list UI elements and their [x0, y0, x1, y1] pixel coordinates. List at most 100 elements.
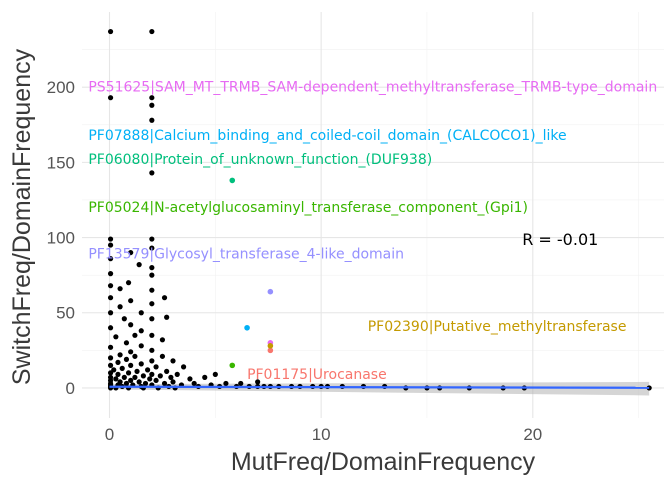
data-point	[149, 301, 155, 307]
point-annotation-label: PF13579|Glycosyl_transferase_4-like_doma…	[88, 247, 404, 263]
data-point	[164, 368, 170, 374]
data-point	[238, 380, 244, 387]
data-point	[138, 361, 144, 367]
highlighted-points	[229, 177, 274, 369]
point-annotation-label: PF06080|Protein_of_unknown_function_(DUF…	[88, 152, 432, 168]
point-annotation-label: PF01175|Urocanase	[247, 367, 387, 383]
data-point	[149, 95, 155, 101]
highlighted-point	[229, 362, 236, 369]
data-point	[149, 170, 155, 176]
data-point	[107, 236, 114, 242]
data-point	[107, 355, 114, 361]
data-point	[145, 367, 151, 373]
data-point	[136, 262, 142, 268]
y-tick-label: 200	[47, 78, 75, 97]
point-annotation-label: PS51625|SAM_MT_TRMB_SAM-dependent_methyl…	[88, 80, 657, 96]
data-point	[157, 373, 163, 379]
highlighted-point	[244, 324, 250, 331]
data-point	[149, 265, 155, 271]
y-tick-label: 0	[66, 379, 75, 398]
data-point	[113, 334, 119, 340]
point-annotation-label: PF02390|Putative_methyltransferase	[368, 319, 627, 335]
data-point	[153, 377, 159, 384]
data-point	[149, 272, 155, 278]
data-point	[117, 304, 123, 310]
data-point	[128, 349, 134, 355]
correlation-label: R = -0.01	[522, 230, 598, 249]
data-point	[132, 353, 138, 359]
data-point	[149, 245, 155, 251]
data-point	[128, 322, 134, 328]
data-point	[121, 374, 127, 380]
data-point	[140, 373, 146, 379]
data-point	[202, 374, 208, 380]
data-point	[123, 380, 130, 387]
trend-line	[109, 385, 650, 389]
data-point	[123, 340, 130, 346]
data-point	[161, 295, 168, 301]
data-point	[255, 379, 261, 385]
y-tick-label: 50	[56, 304, 75, 323]
confidence-band-area	[109, 381, 650, 396]
highlighted-point	[267, 347, 274, 354]
x-tick-label: 0	[105, 425, 114, 444]
data-point	[149, 287, 155, 293]
data-point	[149, 332, 155, 338]
data-point	[149, 102, 155, 108]
data-point	[132, 332, 138, 338]
data-point	[149, 236, 155, 242]
data-point	[107, 95, 114, 101]
x-tick-label: 10	[312, 425, 331, 444]
data-point	[149, 358, 155, 364]
data-point	[142, 380, 149, 387]
data-point	[107, 310, 114, 316]
data-point	[168, 374, 174, 380]
confidence-band	[109, 381, 650, 396]
x-axis-title: MutFreq/DomainFrequency	[231, 448, 536, 476]
point-annotation-label: PF05024|N-acetylglucosaminyl_transferase…	[88, 200, 528, 216]
data-point	[107, 370, 114, 376]
data-point	[164, 314, 170, 320]
highlighted-point	[267, 343, 274, 349]
data-point	[107, 295, 114, 301]
data-point	[149, 117, 155, 123]
data-point	[170, 379, 176, 385]
data-point	[646, 385, 652, 391]
data-point	[107, 271, 114, 277]
data-point	[138, 310, 144, 316]
y-axis-title: SwitchFreq/DomainFrequency	[8, 48, 36, 385]
data-point	[159, 337, 166, 343]
data-point	[149, 371, 155, 377]
data-point	[128, 298, 134, 304]
data-point	[128, 377, 134, 384]
data-point	[134, 368, 140, 374]
data-point	[153, 364, 159, 370]
data-point	[180, 364, 187, 370]
highlighted-point	[267, 288, 274, 295]
highlighted-point	[229, 177, 236, 184]
x-tick-labels: 0 10 20	[105, 425, 542, 444]
data-point	[138, 328, 144, 334]
y-tick-labels: 0 50 100 150 200	[47, 78, 75, 398]
data-point	[107, 28, 114, 35]
data-point	[147, 376, 153, 382]
data-point	[132, 374, 138, 380]
data-point	[136, 379, 142, 385]
data-point	[149, 347, 155, 353]
data-point	[161, 380, 168, 387]
data-point	[107, 256, 114, 262]
data-point	[119, 365, 125, 371]
data-point	[115, 359, 121, 365]
data-point	[149, 316, 155, 322]
data-point	[170, 358, 176, 364]
data-point	[149, 28, 155, 35]
data-point	[128, 362, 134, 368]
data-point	[107, 283, 114, 289]
data-point	[125, 280, 132, 286]
data-point	[191, 380, 197, 387]
data-point	[107, 344, 114, 350]
point-annotations: PF13579|Glycosyl_transferase_4-like_doma…	[88, 80, 657, 383]
data-point	[128, 249, 134, 256]
x-tick-label: 20	[523, 425, 542, 444]
